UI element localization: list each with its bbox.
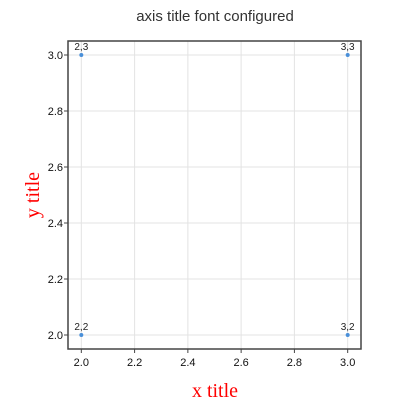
y-tick-label: 3.0 xyxy=(48,50,63,62)
data-points: 2,3 3,3 2,2 3,2 xyxy=(74,42,355,337)
y-tick-label: 2.4 xyxy=(48,218,63,230)
x-tick-label: 2.0 xyxy=(74,357,89,369)
data-point xyxy=(345,333,350,337)
data-point xyxy=(79,333,84,337)
data-point xyxy=(345,53,350,57)
y-tick-label: 2.2 xyxy=(48,274,63,286)
plot-frame xyxy=(67,40,362,350)
y-axis-title: y title xyxy=(22,172,44,218)
chart-title: axis title font configured xyxy=(136,8,294,25)
data-point xyxy=(79,53,84,57)
data-label: 2,3 xyxy=(74,42,88,53)
x-tick-label: 2.6 xyxy=(233,357,248,369)
x-tick-label: 2.8 xyxy=(287,357,302,369)
x-tick-label: 2.2 xyxy=(127,357,142,369)
data-label: 2,2 xyxy=(74,322,88,333)
data-label: 3,2 xyxy=(341,322,355,333)
y-tick-label: 2.8 xyxy=(48,106,63,118)
grid xyxy=(68,41,361,349)
axis-ticks: 2.0 2.2 2.4 2.6 2.8 3.0 2.0 2.2 2.4 2.6 2.8 3.0 xyxy=(48,50,356,369)
y-tick-label: 2.0 xyxy=(48,330,63,342)
x-tick-label: 3.0 xyxy=(340,357,355,369)
data-label: 3,3 xyxy=(341,42,355,53)
y-tick-label: 2.6 xyxy=(48,162,63,174)
x-tick-label: 2.4 xyxy=(180,357,195,369)
x-axis-title: x title xyxy=(192,380,238,400)
